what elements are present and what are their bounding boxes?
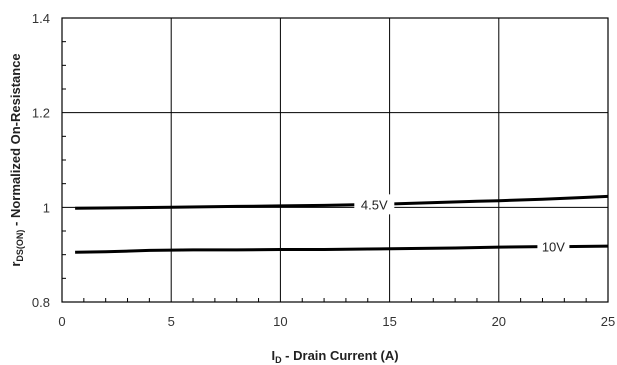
grid xyxy=(62,18,608,302)
y-axis-title: rDS(ON) - Normalized On-Resistance xyxy=(8,53,25,266)
y-axis-title-rest: - Normalized On-Resistance xyxy=(8,53,23,229)
series-lines: 4.5V 10V xyxy=(75,194,609,257)
minor-ticks xyxy=(62,41,587,302)
series-label-0: 4.5V xyxy=(361,197,388,212)
x-axis-title-main: I xyxy=(271,348,275,363)
series-label-bg xyxy=(537,236,570,257)
x-tick-label: 5 xyxy=(168,314,175,329)
y-tick-label: 1 xyxy=(43,200,50,215)
x-tick-label: 25 xyxy=(601,314,615,329)
x-axis-title-sub: D xyxy=(275,355,282,365)
series-line-1 xyxy=(75,244,609,254)
x-tick-label: 15 xyxy=(382,314,396,329)
series-label-1: 10V xyxy=(542,240,565,255)
series-line-0 xyxy=(75,194,609,210)
x-axis-title: ID - Drain Current (A) xyxy=(271,348,398,365)
y-axis-title-sub: DS(ON) xyxy=(15,230,25,262)
x-tick-label: 10 xyxy=(273,314,287,329)
tick-labels: 0 5 10 15 20 25 0.8 1 1.2 1.4 xyxy=(32,11,615,329)
y-tick-label: 1.4 xyxy=(32,11,50,26)
x-tick-label: 0 xyxy=(58,314,65,329)
y-tick-label: 1.2 xyxy=(32,106,50,121)
x-axis-title-rest: - Drain Current (A) xyxy=(282,348,399,363)
y-tick-label: 0.8 xyxy=(32,295,50,310)
series-label-bg xyxy=(354,194,395,215)
y-axis-title-main: r xyxy=(8,262,23,267)
plot-frame xyxy=(61,17,609,303)
x-tick-label: 20 xyxy=(492,314,506,329)
